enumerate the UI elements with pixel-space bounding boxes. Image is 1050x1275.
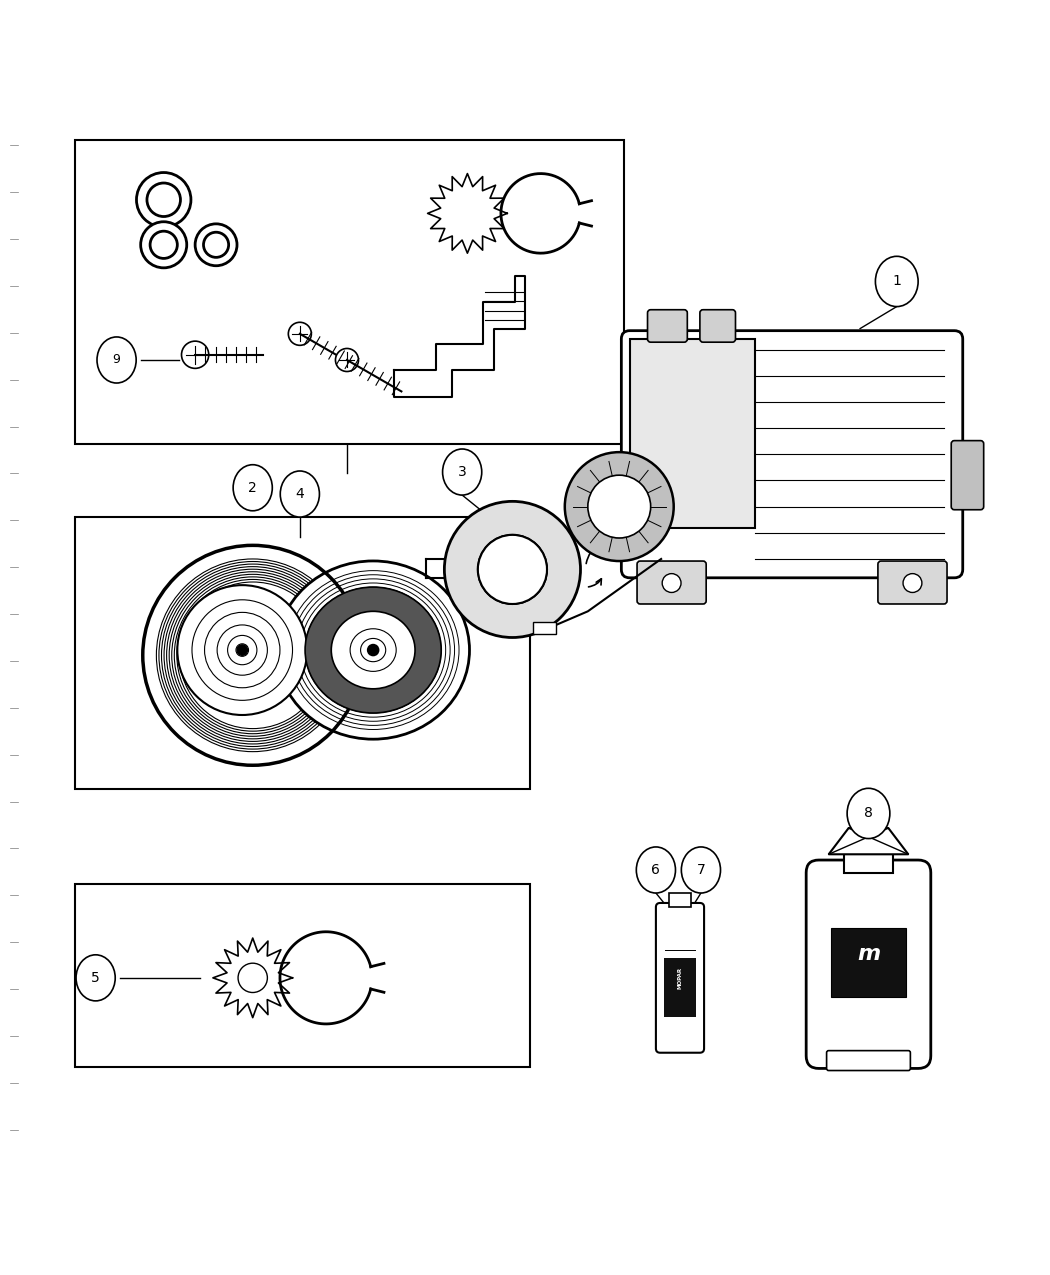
Bar [831, 928, 906, 997]
Circle shape [289, 323, 312, 346]
Circle shape [663, 574, 681, 593]
Ellipse shape [76, 955, 116, 1001]
Circle shape [177, 585, 308, 715]
Text: 9: 9 [112, 353, 121, 366]
Text: 2: 2 [249, 481, 257, 495]
Circle shape [444, 501, 581, 638]
Text: MOPAR: MOPAR [677, 966, 682, 989]
Ellipse shape [233, 464, 272, 511]
Text: 8: 8 [864, 806, 873, 820]
Polygon shape [828, 827, 908, 854]
FancyBboxPatch shape [826, 1051, 910, 1071]
Text: m: m [857, 944, 880, 964]
Circle shape [147, 184, 181, 217]
Circle shape [141, 222, 187, 268]
Ellipse shape [306, 586, 441, 713]
Bar [669, 892, 691, 907]
Text: 7: 7 [696, 863, 706, 877]
Ellipse shape [97, 337, 136, 382]
Bar [75, 518, 530, 789]
Circle shape [238, 963, 268, 992]
Ellipse shape [490, 550, 534, 581]
Bar [664, 958, 696, 1017]
Bar [75, 884, 530, 1067]
FancyBboxPatch shape [656, 903, 705, 1053]
Ellipse shape [277, 561, 469, 740]
FancyBboxPatch shape [951, 441, 984, 510]
FancyBboxPatch shape [878, 561, 947, 604]
Circle shape [903, 574, 922, 593]
Bar [630, 339, 755, 528]
Bar [533, 622, 556, 635]
Circle shape [237, 645, 248, 655]
FancyBboxPatch shape [648, 310, 688, 342]
Text: 6: 6 [651, 863, 660, 877]
Ellipse shape [280, 470, 319, 518]
Ellipse shape [331, 611, 415, 689]
FancyBboxPatch shape [622, 330, 963, 578]
Circle shape [136, 172, 191, 227]
Circle shape [366, 644, 379, 657]
Circle shape [335, 348, 358, 371]
FancyBboxPatch shape [806, 861, 930, 1068]
Circle shape [181, 583, 326, 728]
Circle shape [204, 232, 229, 258]
Circle shape [588, 476, 651, 538]
FancyBboxPatch shape [637, 561, 707, 604]
Ellipse shape [847, 788, 889, 839]
Circle shape [195, 224, 237, 265]
Circle shape [478, 536, 547, 604]
Ellipse shape [681, 847, 720, 892]
Bar [843, 854, 894, 872]
Circle shape [478, 536, 547, 604]
Text: 4: 4 [295, 487, 304, 501]
Text: 3: 3 [458, 465, 466, 479]
Circle shape [565, 453, 674, 561]
Circle shape [182, 342, 209, 368]
Circle shape [150, 231, 177, 259]
Ellipse shape [876, 256, 918, 306]
Ellipse shape [636, 847, 675, 892]
Ellipse shape [443, 449, 482, 495]
Bar [75, 140, 625, 444]
FancyBboxPatch shape [700, 310, 735, 342]
Text: 1: 1 [892, 274, 901, 288]
Text: 5: 5 [91, 970, 100, 984]
